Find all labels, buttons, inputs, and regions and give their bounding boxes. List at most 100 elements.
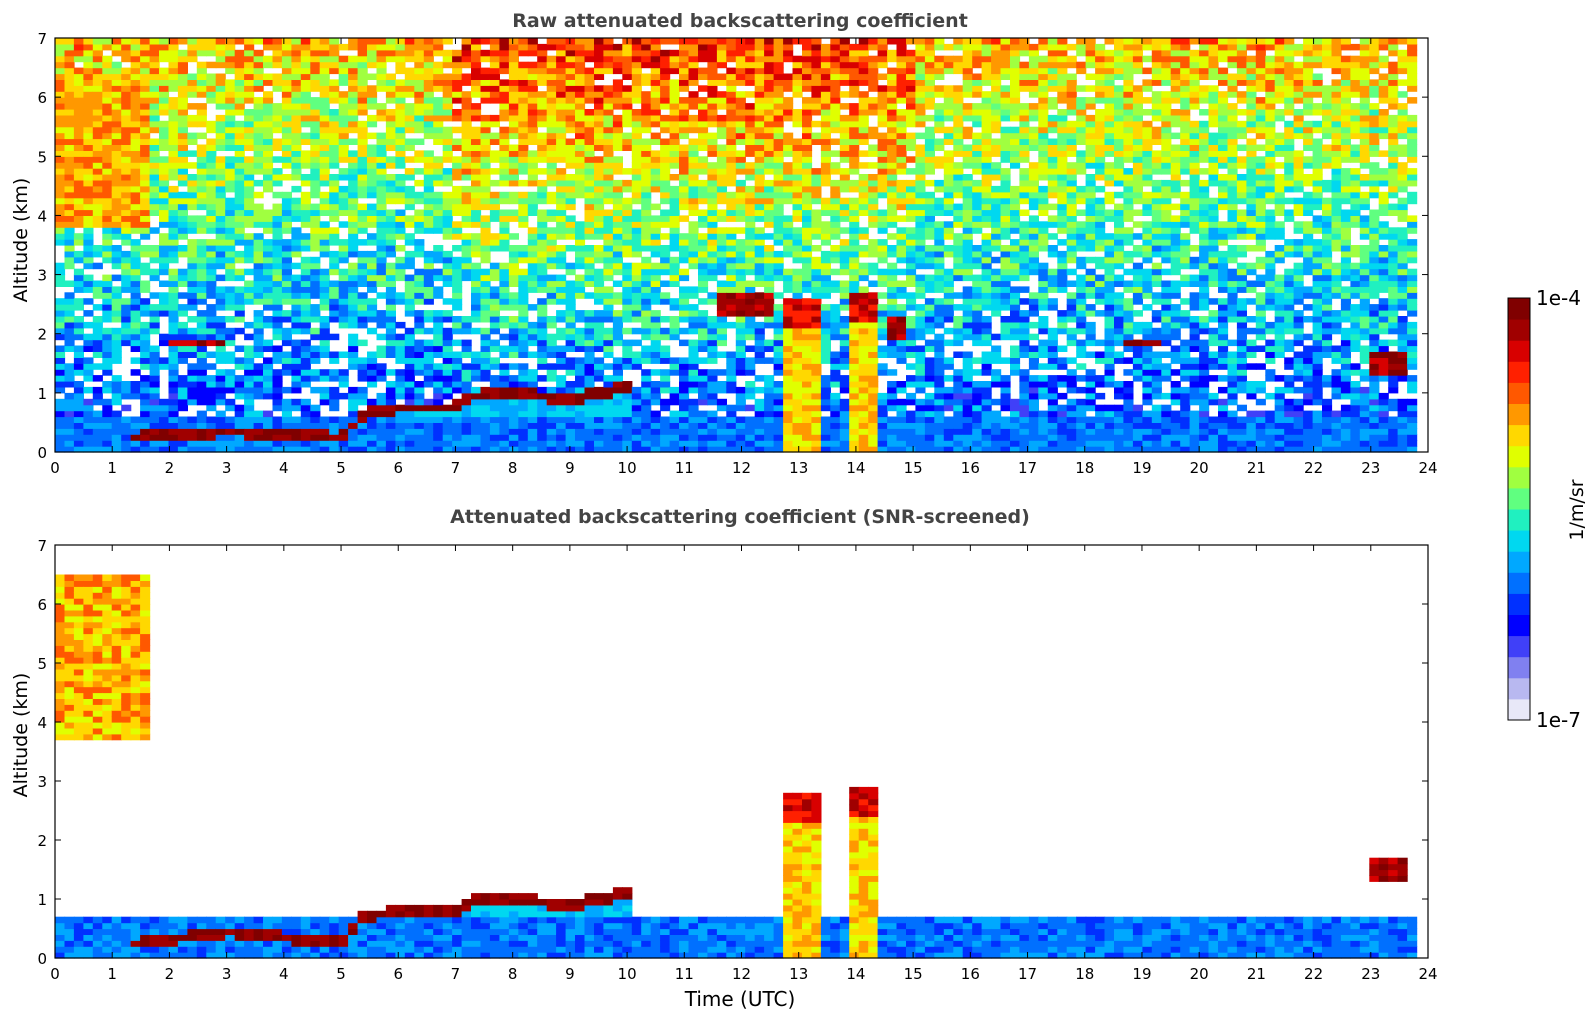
heatmap-cell: [669, 174, 680, 181]
heatmap-cell: [310, 245, 321, 252]
heatmap-cell: [830, 422, 841, 429]
heatmap-cell: [688, 404, 699, 412]
heatmap-cell: [310, 345, 321, 352]
heatmap-cell: [518, 43, 529, 51]
heatmap-cell: [329, 185, 340, 193]
heatmap-cell: [244, 422, 255, 429]
heatmap-cell: [565, 416, 576, 423]
heatmap-cell: [83, 43, 94, 51]
heatmap-cell: [187, 138, 198, 145]
heatmap-cell: [300, 446, 311, 453]
heatmap-cell: [244, 162, 255, 169]
heatmap-cell: [225, 274, 236, 282]
heatmap-cell: [442, 310, 453, 317]
heatmap-cell: [452, 268, 463, 276]
heatmap-cell: [159, 43, 170, 51]
heatmap-cell: [735, 38, 746, 45]
heatmap-cell: [650, 434, 661, 441]
heatmap-cell: [792, 85, 803, 92]
heatmap-cell: [187, 268, 198, 276]
heatmap-cell: [575, 132, 586, 140]
heatmap-cell: [83, 398, 94, 406]
heatmap-cell: [357, 79, 368, 86]
heatmap-cell: [773, 197, 784, 205]
heatmap-cell: [518, 404, 529, 412]
heatmap-cell: [310, 150, 321, 157]
heatmap-cell: [64, 162, 75, 169]
heatmap-cell: [650, 369, 661, 376]
heatmap-cell: [64, 61, 75, 69]
heatmap-cell: [641, 327, 652, 335]
heatmap-cell: [414, 357, 425, 364]
heatmap-cell: [584, 256, 595, 264]
heatmap-cell: [660, 440, 671, 447]
heatmap-cell: [423, 61, 434, 69]
heatmap-cell: [820, 250, 831, 258]
heatmap-cell: [196, 434, 207, 441]
heatmap-cell: [584, 434, 595, 441]
heatmap-cell: [168, 209, 179, 216]
heatmap-cell: [480, 215, 491, 222]
heatmap-cell: [518, 392, 529, 400]
heatmap-cell: [357, 250, 368, 258]
heatmap-cell: [149, 174, 160, 181]
heatmap-cell: [802, 73, 813, 80]
heatmap-cell: [149, 120, 160, 128]
heatmap-cell: [206, 209, 217, 216]
heatmap-cell: [489, 316, 500, 323]
heatmap-cell: [177, 203, 188, 211]
heatmap-cell: [508, 233, 519, 240]
heatmap-cell: [707, 239, 718, 246]
heatmap-cell: [291, 43, 302, 51]
heatmap-cell: [660, 174, 671, 181]
heatmap-cell: [754, 357, 765, 364]
heatmap-cell: [773, 274, 784, 282]
heatmap-cell: [679, 310, 690, 317]
heatmap-cell: [707, 191, 718, 199]
heatmap-cell: [565, 144, 576, 151]
heatmap-cell: [130, 333, 141, 341]
heatmap-cell: [319, 197, 330, 205]
heatmap-cell: [310, 191, 321, 199]
heatmap-cell: [773, 351, 784, 358]
heatmap-cell: [820, 97, 831, 104]
heatmap-cell: [650, 410, 661, 418]
heatmap-cell: [461, 274, 472, 282]
heatmap-cell: [149, 345, 160, 352]
heatmap-cell: [187, 215, 198, 222]
heatmap-cell: [367, 168, 378, 175]
heatmap-cell: [783, 363, 794, 370]
heatmap-cell: [149, 357, 160, 364]
heatmap-cell: [726, 227, 737, 234]
heatmap-cell: [414, 215, 425, 222]
heatmap-cell: [745, 132, 756, 140]
heatmap-cell: [149, 440, 160, 447]
heatmap-cell: [565, 422, 576, 429]
heatmap-cell: [73, 327, 84, 335]
heatmap-cell: [348, 203, 359, 211]
heatmap-cell: [783, 446, 794, 453]
heatmap-cell: [159, 221, 170, 228]
heatmap-cell: [225, 43, 236, 51]
heatmap-cell: [64, 120, 75, 128]
heatmap-cell: [130, 61, 141, 69]
heatmap-cell: [442, 215, 453, 222]
heatmap-cell: [716, 239, 727, 246]
heatmap-cell: [404, 392, 415, 400]
heatmap-cell: [64, 91, 75, 98]
heatmap-cell: [234, 174, 245, 181]
heatmap-cell: [594, 91, 605, 98]
heatmap-cell: [508, 345, 519, 352]
heatmap-cell: [575, 363, 586, 370]
heatmap-cell: [263, 38, 274, 45]
heatmap-cell: [499, 138, 510, 145]
heatmap-cell: [357, 109, 368, 116]
heatmap-cell: [612, 268, 623, 276]
heatmap-cell: [679, 404, 690, 412]
heatmap-cell: [726, 73, 737, 80]
heatmap-cell: [177, 274, 188, 282]
heatmap-cell: [660, 67, 671, 75]
heatmap-cell: [376, 392, 387, 400]
heatmap-cell: [527, 398, 538, 406]
heatmap-cell: [641, 286, 652, 293]
